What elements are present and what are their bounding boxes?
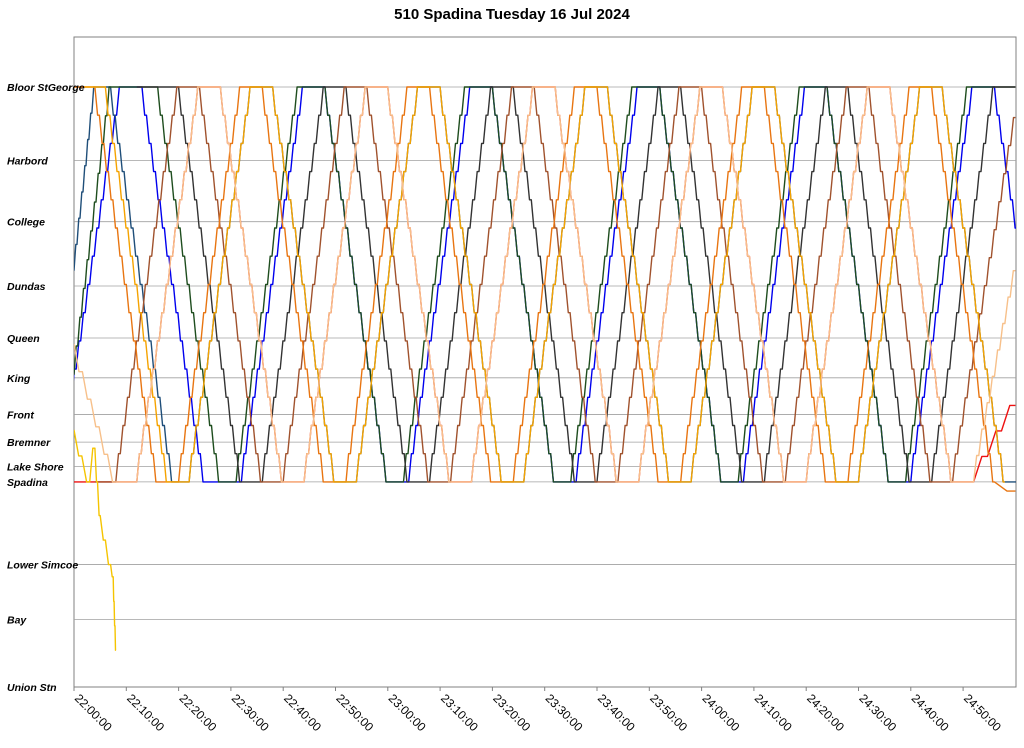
x-tick-label: 23:50:00: [647, 691, 690, 734]
x-tick-label: 24:10:00: [752, 691, 795, 734]
time-ticks: 22:00:00 22:10:00 22:20:00 22:30:00 22:40:00…: [72, 687, 1004, 734]
stop-label: Dundas: [7, 281, 46, 293]
trip-line-3: [136, 86, 1016, 483]
x-tick-label: 23:00:00: [386, 691, 429, 734]
trip-line-2: [74, 86, 1016, 483]
chart-title: 510 Spadina Tuesday 16 Jul 2024: [394, 6, 630, 23]
trip-line-6: [74, 86, 1016, 492]
stop-label: Union Stn: [7, 682, 57, 694]
x-tick-label: 22:20:00: [176, 691, 219, 734]
stop-label: Lower Simcoe: [7, 560, 78, 572]
stop-label: Bay: [7, 615, 27, 627]
stop-label: King: [7, 373, 31, 385]
x-tick-label: 22:10:00: [124, 691, 167, 734]
trip-line-9: [74, 429, 117, 651]
trip-lines: [74, 86, 1016, 651]
trip-line-7: [84, 86, 1005, 483]
x-tick-label: 24:20:00: [804, 691, 847, 734]
x-tick-label: 23:30:00: [543, 691, 586, 734]
x-tick-label: 24:50:00: [961, 691, 1004, 734]
x-tick-label: 22:50:00: [333, 691, 376, 734]
stop-label: Bloor StGeorge: [7, 82, 85, 94]
stop-label: Lake Shore: [7, 462, 64, 474]
x-tick-label: 23:20:00: [490, 691, 533, 734]
stop-label: Bremner: [7, 437, 51, 449]
x-tick-label: 22:30:00: [229, 691, 272, 734]
trip-line-8: [74, 86, 1016, 483]
x-tick-label: 24:40:00: [909, 691, 952, 734]
stop-label: Harbord: [7, 155, 48, 167]
stop-labels: Bloor StGeorge Harbord College Dundas Queen K…: [7, 82, 85, 694]
stop-label: Spadina: [7, 477, 48, 489]
stop-label: Queen: [7, 333, 40, 345]
x-tick-label: 23:10:00: [438, 691, 481, 734]
x-tick-label: 24:30:00: [856, 691, 899, 734]
x-tick-label: 24:00:00: [699, 691, 742, 734]
x-tick-label: 23:40:00: [595, 691, 638, 734]
x-tick-label: 22:40:00: [281, 691, 324, 734]
trip-line-5: [94, 86, 1016, 483]
stop-label: Front: [7, 410, 34, 422]
x-tick-label: 22:00:00: [72, 691, 115, 734]
stop-label: College: [7, 217, 45, 229]
